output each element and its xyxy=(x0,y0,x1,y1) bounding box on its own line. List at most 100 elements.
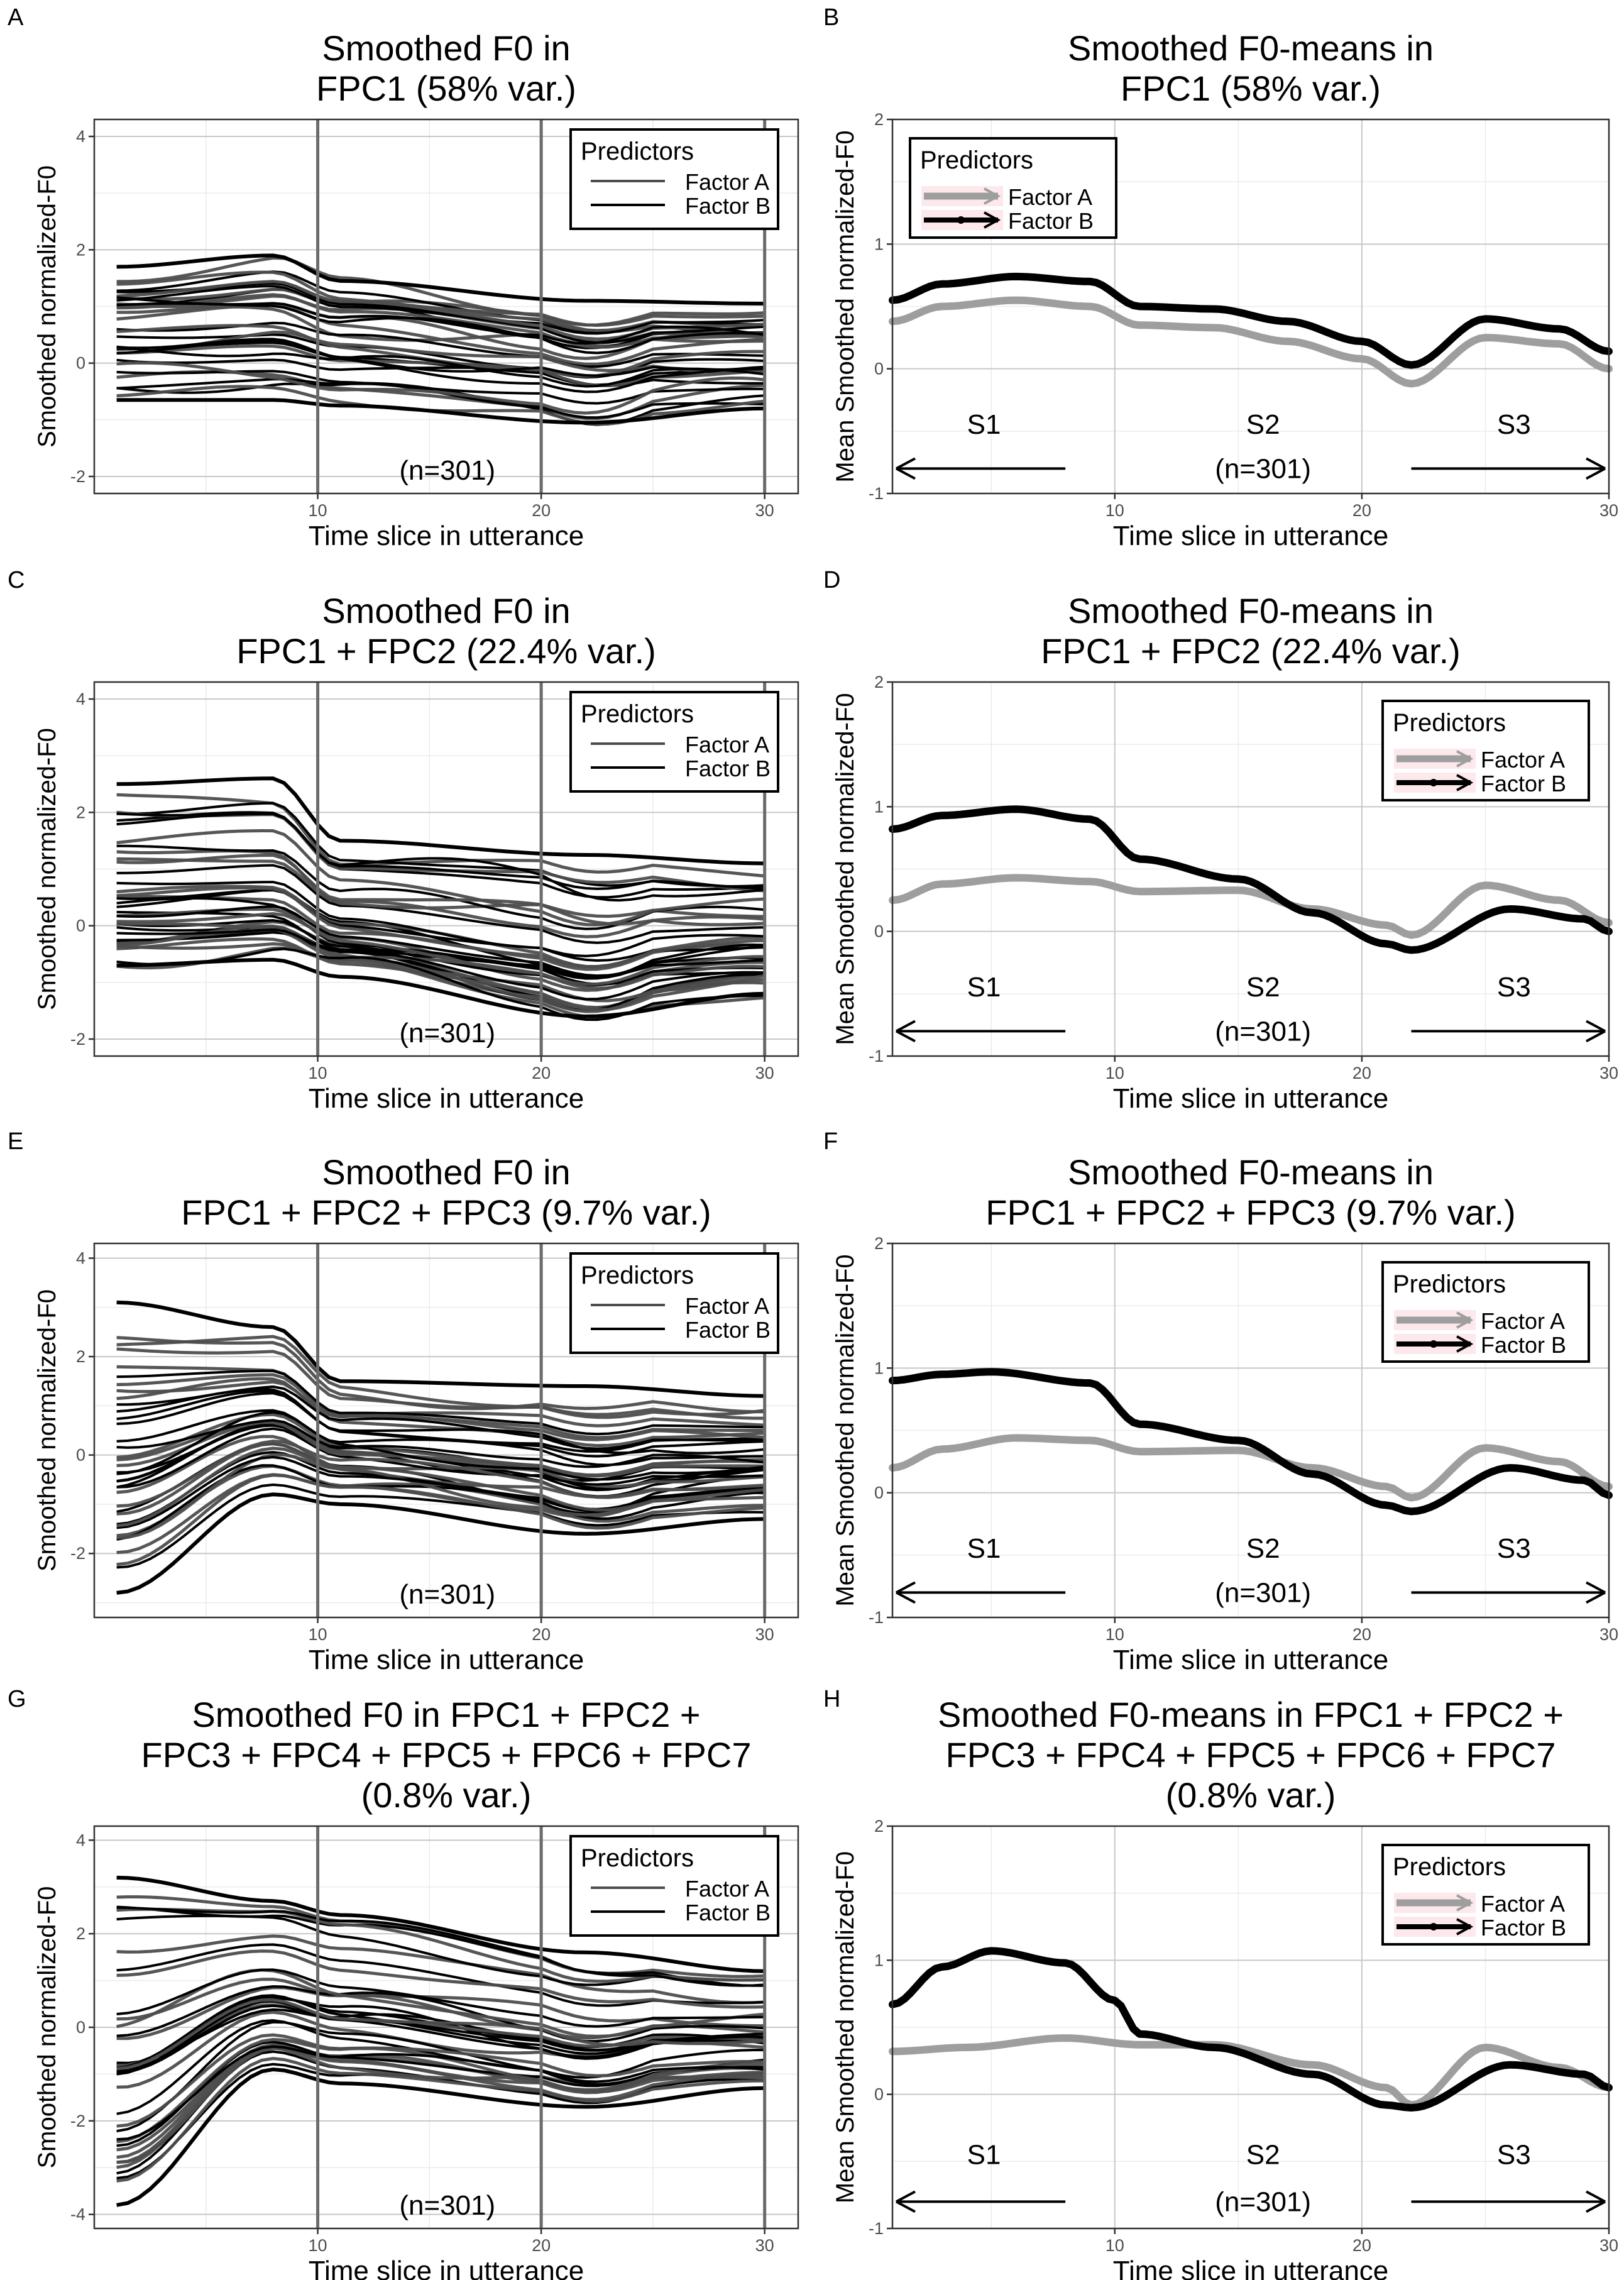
arrow-s3-head xyxy=(1586,2190,1606,2213)
curve-factor-a xyxy=(116,1365,765,1428)
mean-line-factor-b xyxy=(889,1947,1613,2112)
curve-factor-b xyxy=(116,864,765,944)
y-tick-label: 2 xyxy=(874,673,884,691)
y-tick-label: 2 xyxy=(874,1817,884,1836)
n-annotation: (n=301) xyxy=(1215,2186,1311,2217)
chart-title-line: Smoothed F0-means in FPC1 + FPC2 + xyxy=(938,1695,1564,1734)
panel-letter: E xyxy=(8,1128,23,1155)
mean-line-factor-a xyxy=(889,1434,1613,1502)
segment-label-s2: S2 xyxy=(1246,2140,1280,2171)
legend-title: Predictors xyxy=(581,1262,694,1289)
panel-border xyxy=(891,1242,1610,1619)
chart-title-line: Smoothed F0 in FPC1 + FPC2 + xyxy=(192,1695,700,1734)
curve-envelope xyxy=(116,1875,765,1973)
chart-title-line: FPC1 (58% var.) xyxy=(1121,69,1381,108)
curve-factor-b xyxy=(116,338,765,377)
panel-g: G Smoothed F0 in FPC1 + FPC2 +FPC3 + FPC4… xyxy=(8,1686,799,2280)
curve-factor-b xyxy=(116,346,765,388)
curve-envelope xyxy=(116,253,765,306)
legend-entry-label: Factor B xyxy=(1481,1915,1566,1941)
x-tick-label: 10 xyxy=(1106,1064,1124,1082)
y-tick-label: -1 xyxy=(869,1047,884,1066)
curve-factor-a xyxy=(116,942,765,1013)
curve-factor-a xyxy=(116,1440,765,1508)
legend-key-dot xyxy=(1430,1340,1437,1348)
curve-factor-b xyxy=(116,378,765,426)
panel-border xyxy=(891,1825,1610,2230)
y-axis-title: Smoothed normalized-F0 xyxy=(33,1886,61,2168)
legend-key-dot xyxy=(1430,779,1437,786)
arrow-s3-head xyxy=(1586,1020,1606,1043)
segment-label-s1: S1 xyxy=(967,2140,1001,2171)
curve-factor-b xyxy=(116,2062,765,2179)
n-annotation: (n=301) xyxy=(1215,453,1311,484)
segment-label-s3: S3 xyxy=(1497,1533,1531,1564)
panel-border xyxy=(93,681,799,1057)
x-axis-title: Time slice in utterance xyxy=(1113,1644,1389,1675)
arrow-s1-head xyxy=(896,1020,916,1043)
y-tick-label: 0 xyxy=(874,922,884,941)
x-tick-label: 30 xyxy=(1599,501,1618,520)
x-tick-label: 20 xyxy=(1352,501,1371,520)
legend-key-arrowhead xyxy=(984,211,1001,229)
panel-border xyxy=(93,1242,799,1619)
curve-factor-a xyxy=(116,2057,765,2183)
curve-factor-b xyxy=(116,339,765,394)
legend-title: Predictors xyxy=(1393,709,1506,737)
legend-entry-label: Factor A xyxy=(685,732,769,757)
x-tick-label: 20 xyxy=(1352,1064,1371,1082)
segment-label-s2: S2 xyxy=(1246,972,1280,1003)
curve-factor-b xyxy=(116,1906,765,1987)
curve-factor-a xyxy=(116,1473,765,1567)
curve-factor-a xyxy=(116,1380,765,1441)
curve-factor-a xyxy=(116,1435,765,1494)
legend-title: Predictors xyxy=(1393,1270,1506,1298)
x-tick-label: 30 xyxy=(1599,1064,1618,1082)
x-tick-label: 30 xyxy=(1599,1625,1618,1644)
curve-factor-b xyxy=(116,1427,765,1489)
curve-factor-b xyxy=(116,1409,765,1467)
curve-factor-b xyxy=(116,1390,765,1458)
y-tick-label: 4 xyxy=(76,690,85,708)
curve-envelope xyxy=(116,776,765,866)
legend-entry-label: Factor A xyxy=(1008,184,1092,210)
curve-factor-b xyxy=(116,1968,765,2028)
mean-line-factor-b xyxy=(889,805,1613,954)
n-annotation: (n=301) xyxy=(399,2190,495,2221)
y-tick-label: 1 xyxy=(874,797,884,816)
legend-entry-label: Factor B xyxy=(1008,208,1094,234)
curve-factor-b xyxy=(116,1455,765,1529)
legend-key-arrowhead xyxy=(1456,774,1474,791)
x-tick-label: 10 xyxy=(1106,2236,1124,2255)
legend-title: Predictors xyxy=(581,1844,694,1872)
arrow-s3-head xyxy=(1586,457,1606,480)
x-tick-label: 20 xyxy=(532,501,551,520)
y-tick-label: 2 xyxy=(76,1347,85,1366)
legend-box xyxy=(569,1835,779,1937)
curve-factor-b xyxy=(116,811,765,899)
y-tick-label: 1 xyxy=(874,234,884,253)
curve-factor-b xyxy=(116,1369,765,1436)
chart-title-line: Smoothed F0 in xyxy=(322,1152,570,1192)
curve-factor-b xyxy=(116,2045,765,2141)
y-tick-label: 0 xyxy=(76,354,85,373)
legend-key-arrowhead xyxy=(1456,1918,1474,1936)
y-tick-label: 4 xyxy=(76,127,85,146)
curve-factor-a xyxy=(116,2033,765,2128)
legend-entry-label: Factor B xyxy=(685,1900,771,1925)
x-tick-label: 30 xyxy=(1599,2236,1618,2255)
curve-factor-a xyxy=(116,1934,765,2005)
legend-title: Predictors xyxy=(1393,1853,1506,1881)
legend-key-arrowhead xyxy=(1456,750,1474,768)
chart-title-line: Smoothed F0-means in xyxy=(1068,591,1434,631)
segment-label-s1: S1 xyxy=(967,409,1001,440)
y-axis-title: Mean Smoothed normalized-F0 xyxy=(831,693,859,1045)
curve-factor-b xyxy=(116,888,765,980)
